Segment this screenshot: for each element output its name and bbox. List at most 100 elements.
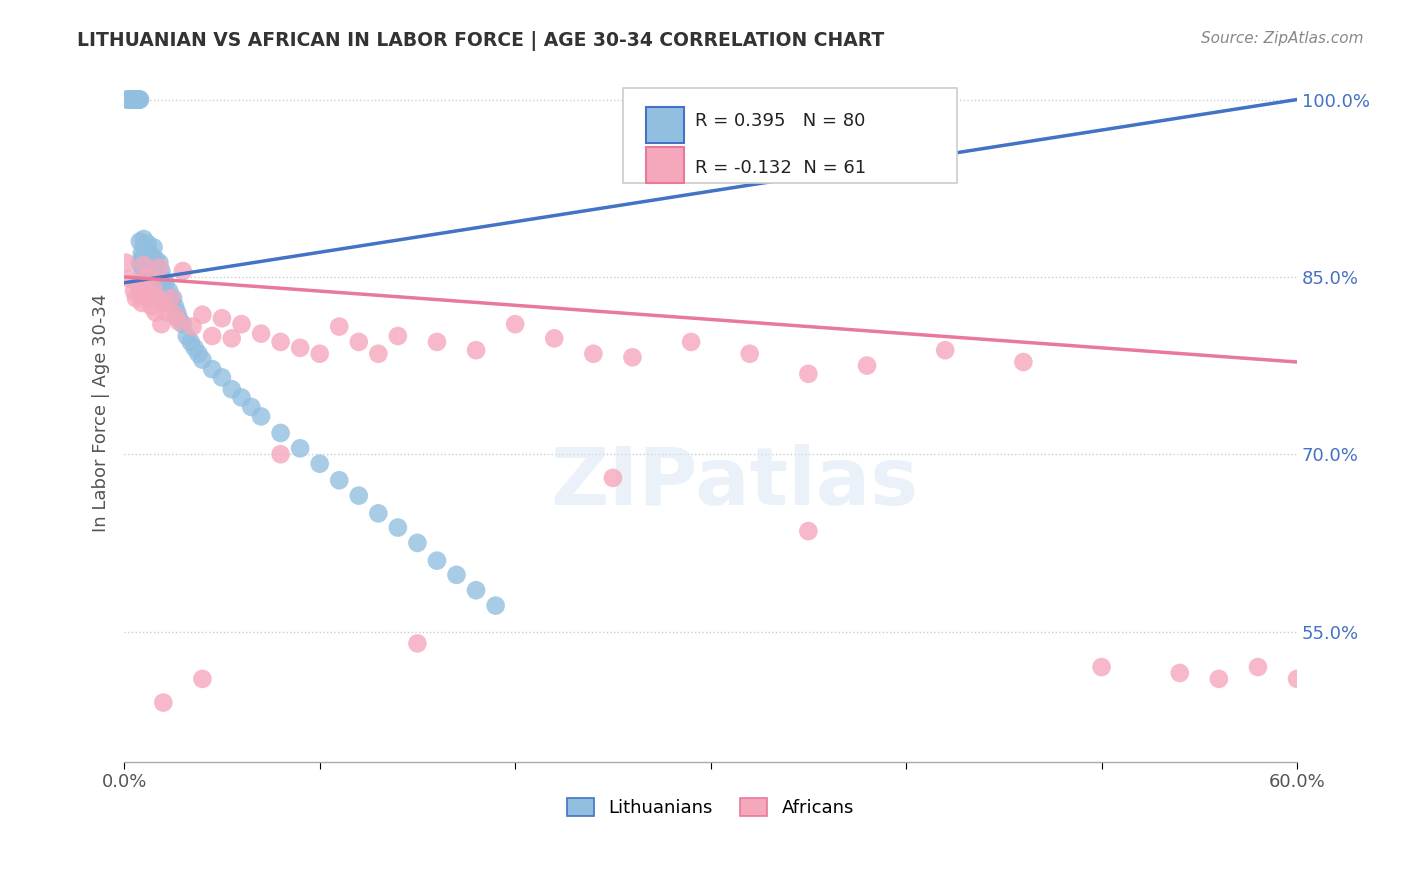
Point bbox=[115, 93, 138, 107]
Point bbox=[125, 291, 148, 305]
Point bbox=[288, 341, 311, 355]
Point bbox=[152, 696, 174, 710]
Point bbox=[270, 425, 292, 440]
Point bbox=[148, 256, 170, 270]
Point bbox=[138, 291, 160, 305]
Y-axis label: In Labor Force | Age 30-34: In Labor Force | Age 30-34 bbox=[93, 293, 110, 532]
Point bbox=[150, 282, 173, 296]
Text: R = 0.395   N = 80: R = 0.395 N = 80 bbox=[696, 112, 866, 130]
Point bbox=[156, 287, 179, 301]
Point bbox=[131, 246, 153, 260]
Point bbox=[167, 315, 190, 329]
Point bbox=[426, 554, 449, 568]
Point bbox=[146, 264, 169, 278]
Point bbox=[122, 93, 145, 107]
Point bbox=[308, 457, 330, 471]
Point bbox=[132, 287, 155, 301]
Point bbox=[250, 326, 273, 341]
Point bbox=[132, 232, 155, 246]
Point bbox=[132, 258, 155, 272]
Point bbox=[135, 279, 157, 293]
Point bbox=[191, 308, 214, 322]
Point bbox=[117, 93, 139, 107]
Point bbox=[136, 236, 159, 251]
Text: R = -0.132  N = 61: R = -0.132 N = 61 bbox=[696, 160, 866, 178]
Point bbox=[127, 93, 149, 107]
Point bbox=[142, 240, 165, 254]
Point bbox=[231, 391, 253, 405]
Point bbox=[543, 331, 565, 345]
Point bbox=[131, 296, 153, 310]
Point bbox=[201, 362, 224, 376]
Point bbox=[1090, 660, 1112, 674]
Point bbox=[1286, 672, 1309, 686]
Point bbox=[201, 329, 224, 343]
Point bbox=[367, 347, 389, 361]
Point bbox=[1012, 355, 1035, 369]
Point bbox=[146, 272, 169, 286]
Point bbox=[142, 282, 165, 296]
Legend: Lithuanians, Africans: Lithuanians, Africans bbox=[560, 790, 862, 824]
Point bbox=[406, 636, 429, 650]
FancyBboxPatch shape bbox=[647, 147, 683, 183]
Point bbox=[211, 311, 233, 326]
Point bbox=[152, 296, 174, 310]
Point bbox=[148, 260, 170, 275]
Point bbox=[1247, 660, 1270, 674]
Point bbox=[160, 293, 183, 308]
Point bbox=[150, 264, 173, 278]
Point bbox=[156, 305, 179, 319]
Point bbox=[152, 284, 174, 298]
Point bbox=[160, 291, 183, 305]
Point bbox=[602, 471, 624, 485]
Point bbox=[621, 351, 644, 365]
Point bbox=[221, 382, 243, 396]
Point bbox=[132, 264, 155, 278]
Point bbox=[157, 284, 180, 298]
Point bbox=[856, 359, 879, 373]
Point bbox=[120, 93, 142, 107]
Point bbox=[347, 489, 370, 503]
Point bbox=[367, 507, 389, 521]
Point bbox=[135, 244, 157, 258]
Point bbox=[738, 347, 761, 361]
Point bbox=[211, 370, 233, 384]
Point bbox=[128, 93, 150, 107]
Point bbox=[503, 317, 526, 331]
FancyBboxPatch shape bbox=[623, 88, 957, 183]
Point bbox=[172, 264, 194, 278]
Point bbox=[163, 308, 186, 322]
FancyBboxPatch shape bbox=[647, 107, 683, 143]
Point bbox=[122, 93, 145, 107]
Point bbox=[128, 284, 150, 298]
Point bbox=[221, 331, 243, 345]
Point bbox=[128, 235, 150, 249]
Point bbox=[127, 93, 149, 107]
Point bbox=[138, 246, 160, 260]
Point bbox=[125, 93, 148, 107]
Point bbox=[1208, 672, 1230, 686]
Point bbox=[150, 317, 173, 331]
Point bbox=[162, 291, 184, 305]
Text: LITHUANIAN VS AFRICAN IN LABOR FORCE | AGE 30-34 CORRELATION CHART: LITHUANIAN VS AFRICAN IN LABOR FORCE | A… bbox=[77, 31, 884, 51]
Point bbox=[138, 258, 160, 272]
Point bbox=[176, 329, 198, 343]
Point bbox=[240, 400, 263, 414]
Point bbox=[125, 93, 148, 107]
Point bbox=[136, 254, 159, 268]
Point bbox=[797, 367, 820, 381]
Point bbox=[347, 334, 370, 349]
Point bbox=[145, 260, 167, 275]
Point bbox=[288, 442, 311, 456]
Point bbox=[426, 334, 449, 349]
Point bbox=[681, 334, 703, 349]
Point bbox=[141, 300, 163, 314]
Point bbox=[135, 250, 157, 264]
Point bbox=[191, 672, 214, 686]
Point bbox=[328, 319, 350, 334]
Point bbox=[125, 93, 148, 107]
Point bbox=[934, 343, 956, 358]
Point bbox=[387, 520, 409, 534]
Point bbox=[122, 93, 145, 107]
Point bbox=[191, 352, 214, 367]
